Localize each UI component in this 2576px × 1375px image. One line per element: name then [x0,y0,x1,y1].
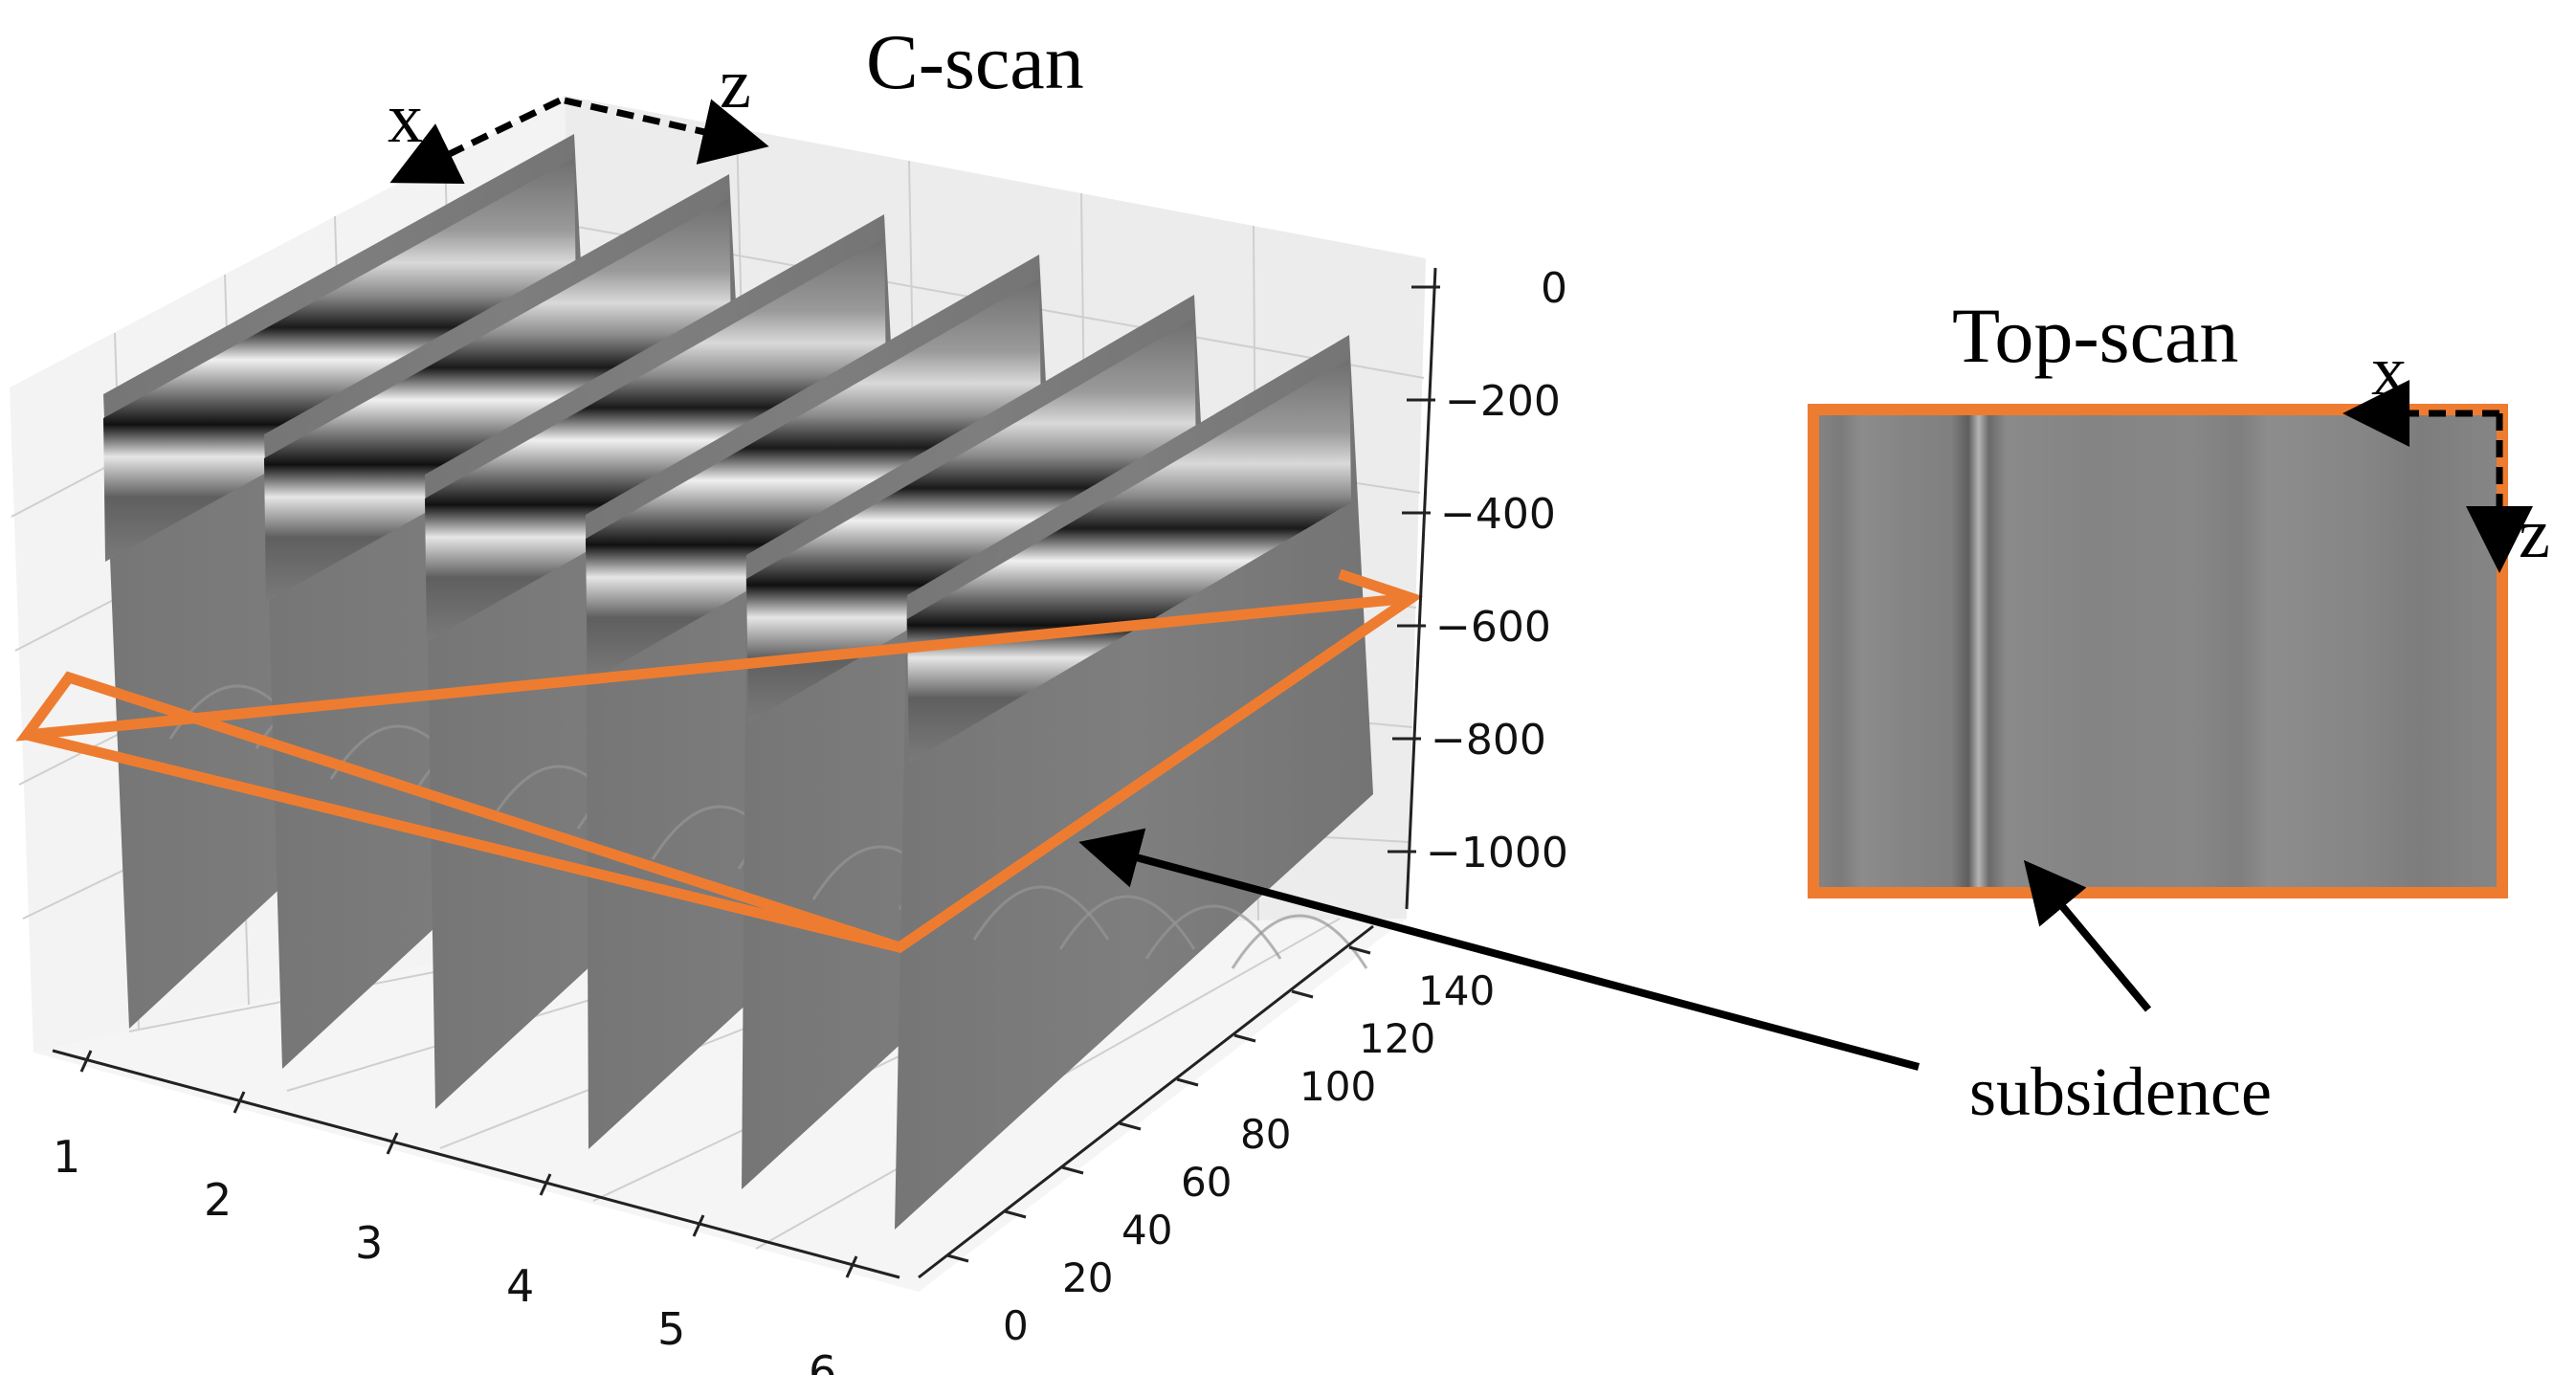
length-tick-label: 20 [1062,1254,1113,1301]
topscan-axis-z-letter: z [2519,495,2550,573]
length-tick-label: 40 [1121,1207,1172,1253]
length-tick-label: 80 [1240,1111,1291,1158]
bscan-tick-label: 5 [657,1303,685,1355]
depth-axis: 0 −200 −400 −600 −800 −1000 [1388,264,1568,910]
length-tick-label: 60 [1181,1159,1232,1206]
length-tick-label: 100 [1299,1063,1376,1110]
bscan-tick-label: 4 [506,1260,534,1312]
subsidence-annotation: subsidence [1078,828,2272,1130]
depth-tick-label: −400 [1440,490,1556,539]
depth-tick-label: −800 [1431,716,1546,765]
topscan-image [1813,410,2502,893]
length-tick-label: 140 [1418,967,1495,1014]
length-tick-label: 0 [1003,1302,1029,1349]
topscan-panel: Top-scan x z [1808,292,2550,898]
topscan-axis-x-letter: x [2371,332,2407,410]
cscan-axis-z-letter: z [720,45,751,123]
depth-tick-label: 0 [1541,264,1567,313]
bscan-tick-label: 6 [809,1346,836,1375]
bscan-tick-label: 2 [204,1174,232,1226]
cscan-slice-outline-front [25,568,1424,953]
cscan-axis-x-letter: x [388,79,423,158]
depth-tick-label: −200 [1445,377,1561,426]
depth-tick-label: −600 [1435,603,1551,652]
topscan-title: Top-scan [1952,292,2238,379]
bscan-tick-label: 1 [53,1131,80,1183]
bscan-index-axis: 1 2 3 4 5 6 [52,1049,900,1375]
cscan-title: C-scan [866,18,1084,105]
subsidence-label: subsidence [1969,1053,2272,1130]
topscan-outline [1808,404,2508,898]
depth-tick-label: −1000 [1426,829,1568,877]
bscan-tick-label: 3 [355,1217,383,1269]
length-tick-label: 120 [1359,1015,1435,1062]
cscan-direction-arrows: x z [388,45,769,185]
